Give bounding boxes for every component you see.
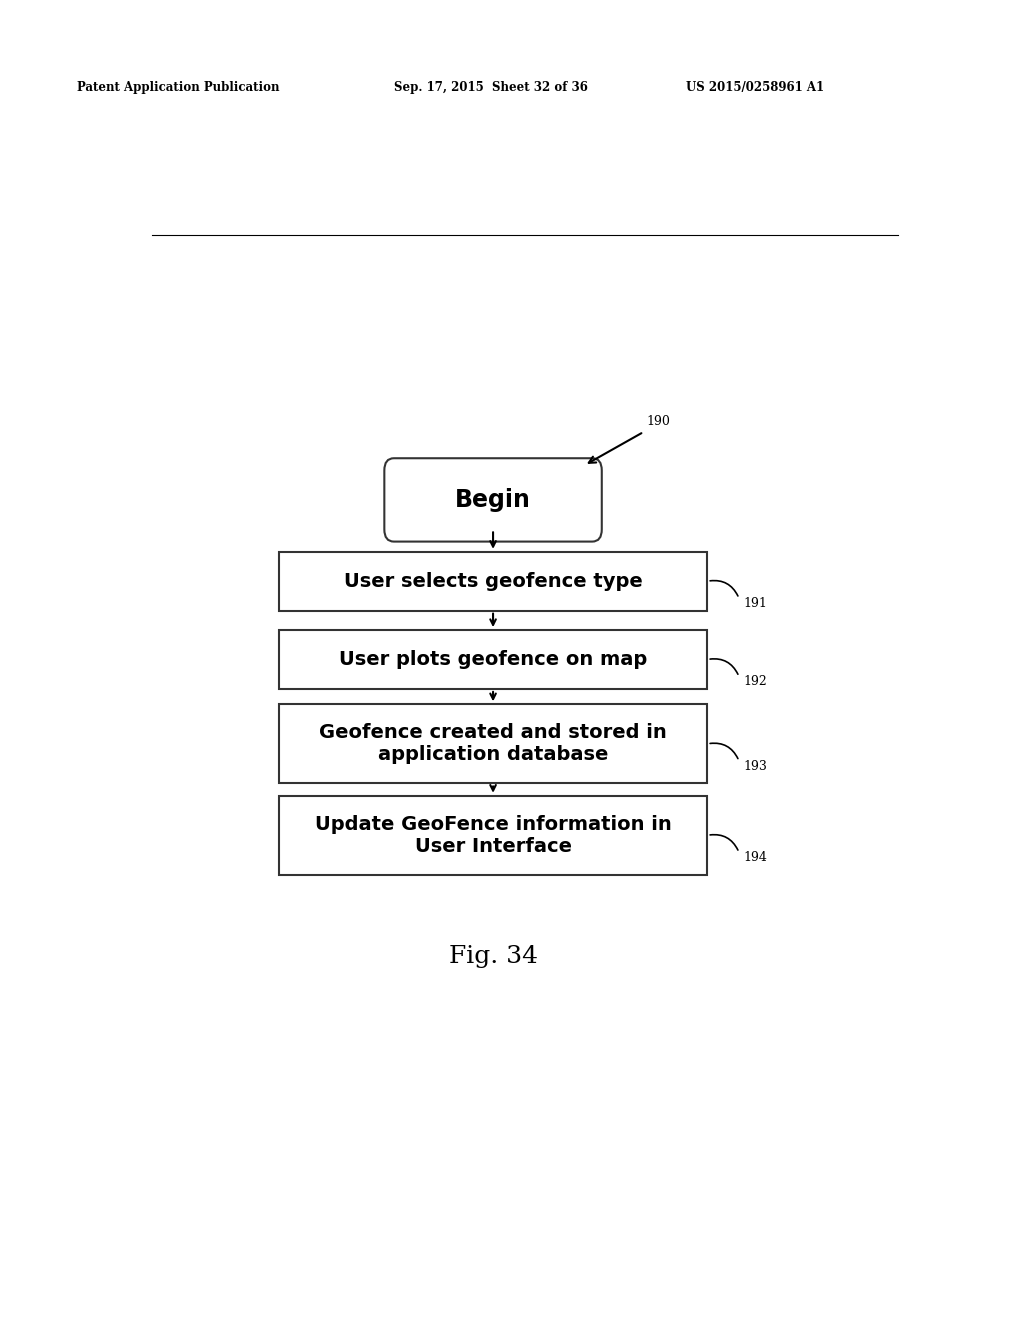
FancyBboxPatch shape — [384, 458, 602, 541]
Text: Update GeoFence information in
User Interface: Update GeoFence information in User Inte… — [314, 814, 672, 855]
Text: Fig. 34: Fig. 34 — [449, 945, 538, 968]
Text: Patent Application Publication: Patent Application Publication — [77, 81, 280, 94]
Text: Begin: Begin — [455, 488, 531, 512]
FancyBboxPatch shape — [279, 704, 708, 784]
Text: 190: 190 — [646, 414, 670, 428]
Text: User selects geofence type: User selects geofence type — [344, 572, 642, 591]
FancyBboxPatch shape — [279, 552, 708, 611]
Text: 193: 193 — [743, 760, 767, 772]
Text: 194: 194 — [743, 851, 767, 865]
Text: 192: 192 — [743, 676, 767, 688]
FancyBboxPatch shape — [279, 796, 708, 875]
Text: Sep. 17, 2015  Sheet 32 of 36: Sep. 17, 2015 Sheet 32 of 36 — [394, 81, 588, 94]
FancyBboxPatch shape — [279, 630, 708, 689]
Text: 191: 191 — [743, 597, 767, 610]
Text: User plots geofence on map: User plots geofence on map — [339, 649, 647, 669]
Text: US 2015/0258961 A1: US 2015/0258961 A1 — [686, 81, 824, 94]
Text: Geofence created and stored in
application database: Geofence created and stored in applicati… — [319, 723, 667, 764]
